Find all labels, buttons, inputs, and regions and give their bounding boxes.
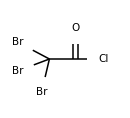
Text: Br: Br (12, 66, 24, 76)
Text: Cl: Cl (99, 54, 109, 64)
Text: O: O (71, 23, 80, 33)
Text: Br: Br (36, 87, 47, 97)
Text: Br: Br (12, 38, 24, 47)
